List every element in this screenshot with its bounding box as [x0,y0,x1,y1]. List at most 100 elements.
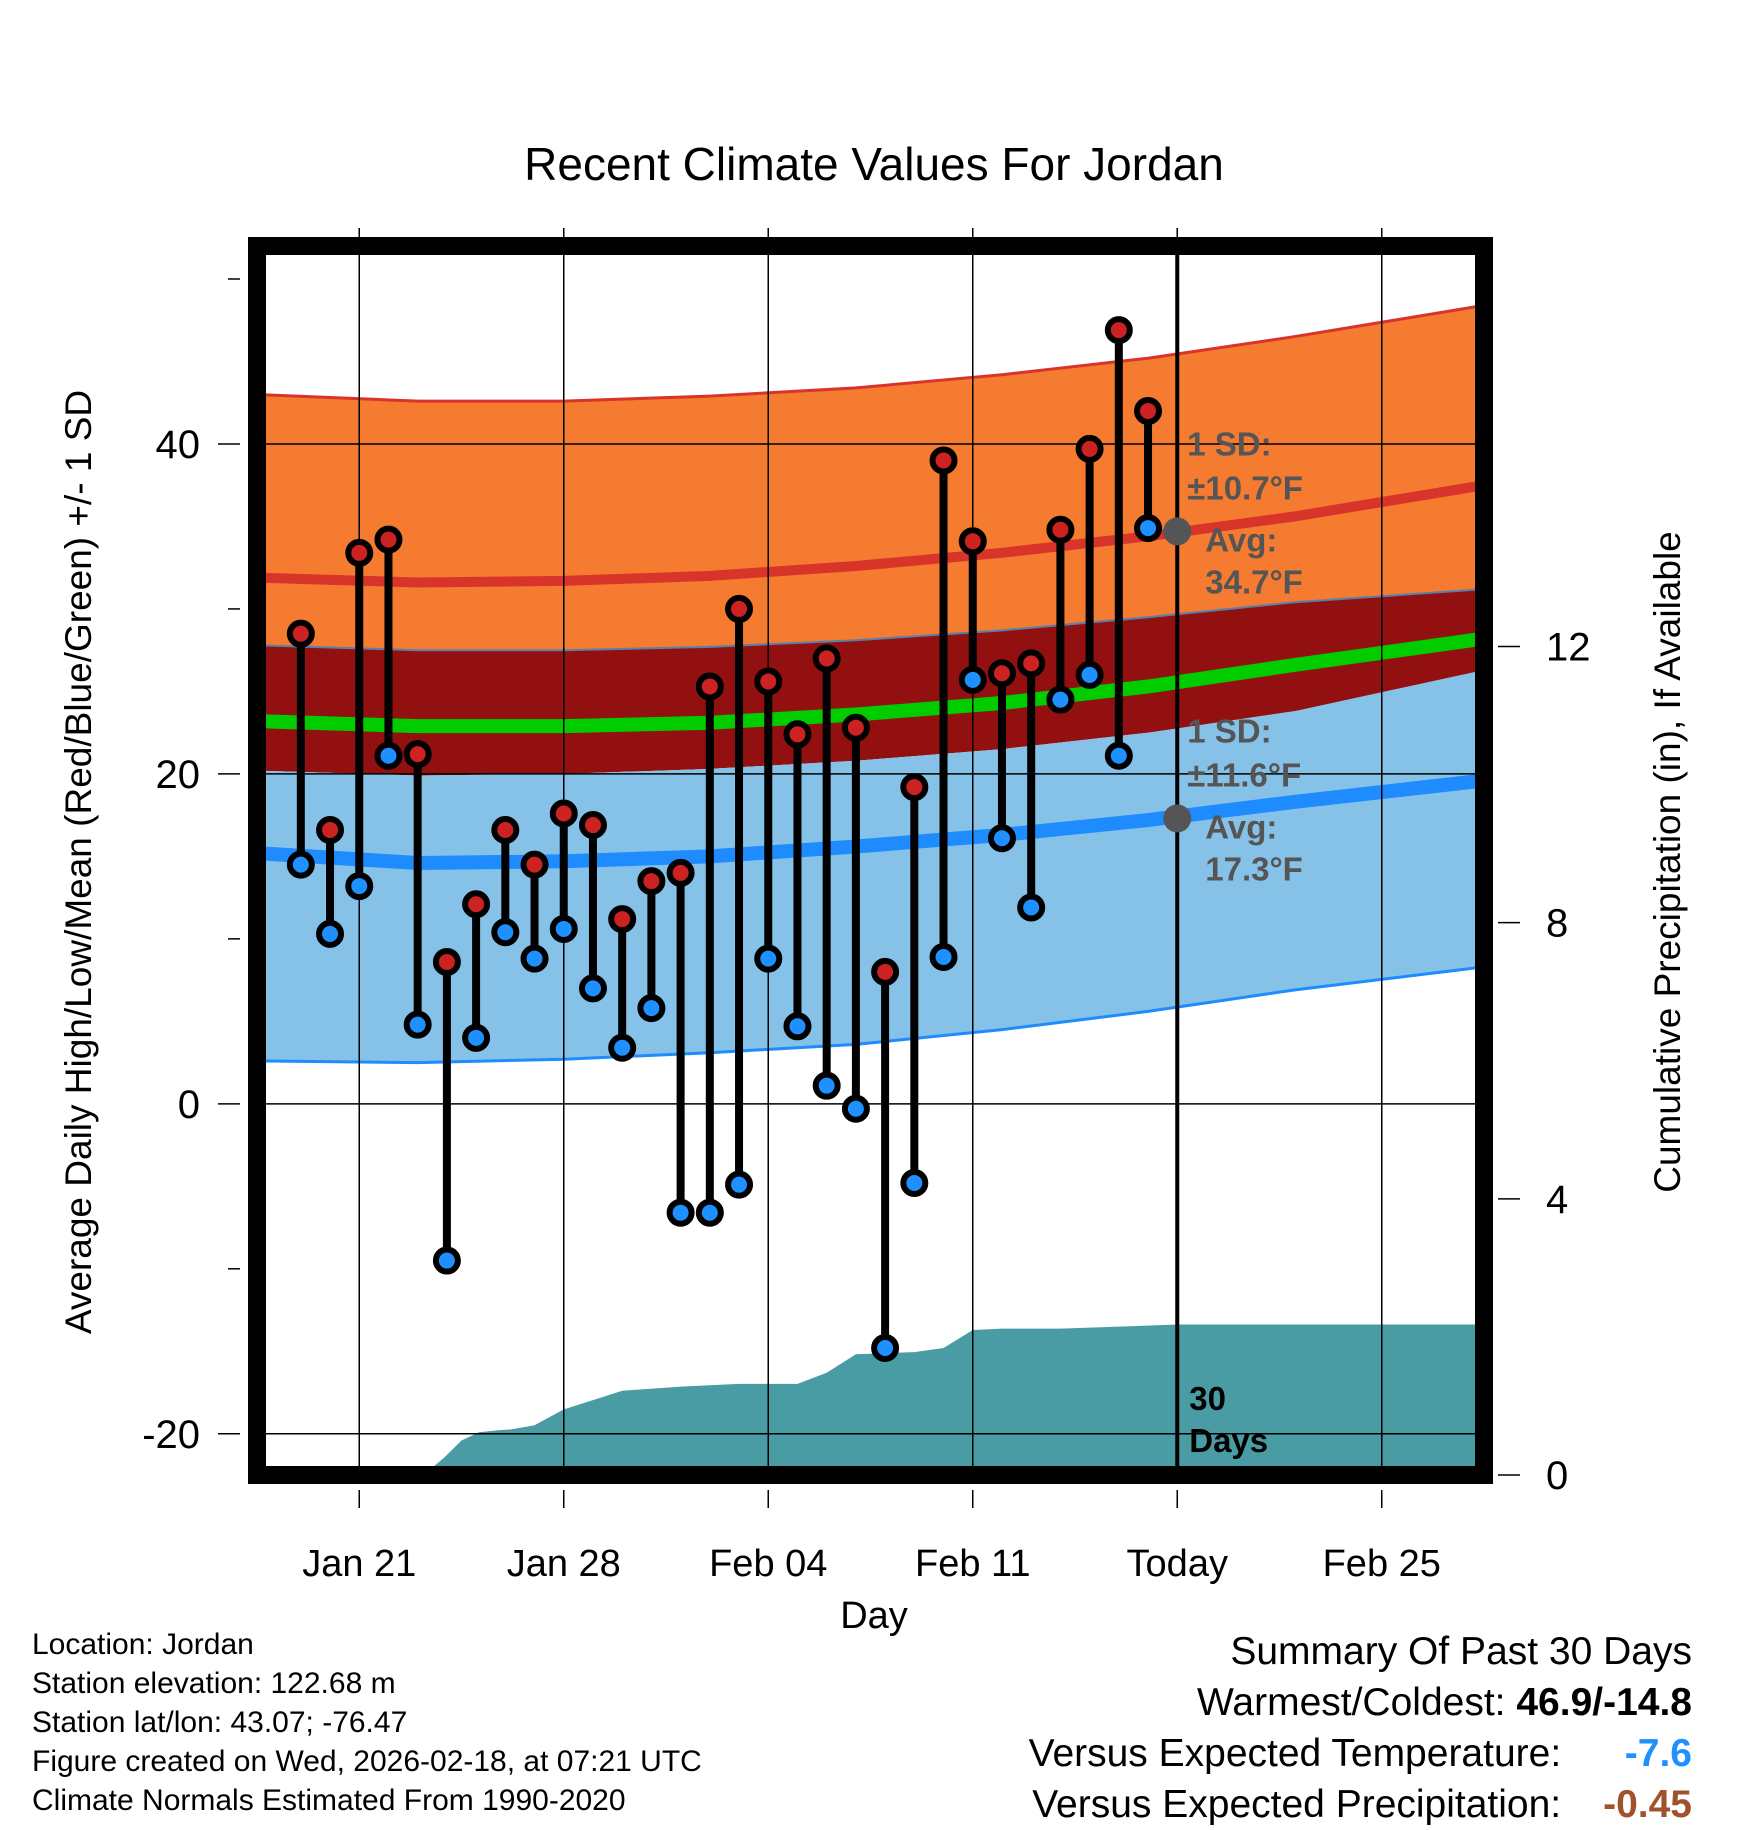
low-point [462,1023,491,1052]
low-point [637,994,666,1023]
y-tick-label: 0 [178,1083,200,1127]
x-tick-label: Jan 28 [507,1543,621,1585]
high-point [1046,515,1075,544]
station-info: Location: Jordan Station elevation: 122.… [32,1625,702,1820]
y-tick-label: 40 [156,423,201,467]
y2-axis-label: Cumulative Precipitation (in), If Availa… [1647,531,1688,1193]
high-sd-label: 1 SD: [1187,425,1271,462]
plot-frame [248,237,1493,1484]
x-tick-label: Jan 21 [302,1543,416,1585]
high-band-upper-edge [256,303,1485,403]
low-point [695,1198,724,1227]
low-point [608,1033,637,1062]
high-point [783,720,812,749]
high-point [987,659,1016,688]
low-avg-value: 17.3°F [1205,850,1303,887]
high-normal-line [256,480,1485,588]
high-point [1104,316,1133,345]
summary-block: Summary Of Past 30 Days Warmest/Coldest:… [1029,1626,1692,1830]
precipitation-area [257,1324,1484,1475]
high-point [900,773,929,802]
high-point [403,740,432,769]
high-point [286,619,315,648]
low-point [871,1333,900,1362]
period-days-word: Days [1189,1422,1268,1459]
y-axis-label: Average Daily High/Low/Mean (Red/Blue/Gr… [58,390,99,1334]
low-point [1134,514,1163,543]
low-point [1104,741,1133,770]
low-point [929,943,958,972]
low-point [666,1198,695,1227]
low-point [491,918,520,947]
low-point [783,1012,812,1041]
high-point [520,850,549,879]
high-avg-value: 34.7°F [1205,563,1303,600]
y2-tick-label: 0 [1546,1454,1568,1498]
low-point [549,914,578,943]
low-point [520,944,549,973]
high-point [958,527,987,556]
low-point [841,1094,870,1123]
y2-tick-label: 12 [1546,625,1591,669]
low-point [316,919,345,948]
low-point [754,944,783,973]
warmest-label: Warmest/Coldest: [1197,1681,1506,1724]
warmest-value: 46.9/-14.8 [1516,1681,1692,1724]
high-point [725,594,754,623]
x-tick-label: Today [1127,1543,1228,1585]
high-point [432,947,461,976]
high-point [462,890,491,919]
high-point [345,538,374,567]
high-point [1075,434,1104,463]
elevation-text: Station elevation: 122.68 m [32,1667,396,1700]
x-tick-label: Feb 25 [1323,1543,1441,1585]
high-point [929,446,958,475]
period-days-label: 30 [1189,1380,1226,1417]
x-axis-label: Day [840,1595,908,1637]
mean-band-upper-edge [256,588,1485,652]
temp-value: -7.6 [1624,1732,1692,1775]
high-point [374,525,403,554]
high-point [666,858,695,887]
x-tick-label: Feb 11 [915,1543,1030,1585]
normals-text: Climate Normals Estimated From 1990-2020 [32,1784,626,1817]
high-sd-value: ±10.7°F [1187,469,1303,506]
y-tick-label: 20 [156,753,201,797]
summary-title: Summary Of Past 30 Days [1230,1630,1692,1673]
low-point [1046,685,1075,714]
low-point [812,1071,841,1100]
low-sd-label: 1 SD: [1187,712,1271,749]
precip-label: Versus Expected Precipitation: [1032,1783,1562,1826]
low-point [900,1169,929,1198]
high-point [608,905,637,934]
high-point [841,713,870,742]
high-avg-label: Avg: [1205,521,1277,558]
y-tick-label: -20 [142,1413,200,1457]
low-point [432,1246,461,1275]
x-tick-label: Feb 04 [709,1543,827,1585]
low-point [987,824,1016,853]
y2-tick-label: 8 [1546,902,1568,946]
low-point [403,1010,432,1039]
high-point [637,867,666,896]
high-point [812,644,841,673]
low-point [578,974,607,1003]
low-point [345,872,374,901]
high-point [1017,649,1046,678]
temp-label: Versus Expected Temperature: [1028,1732,1562,1775]
location-text: Location: Jordan [32,1628,254,1661]
low-point [286,850,315,879]
low-avg-marker [1163,804,1192,833]
summary-temp-row: Versus Expected Temperature: -7.6 [1029,1728,1692,1779]
chart-title: Recent Climate Values For Jordan [524,138,1224,190]
created-text: Figure created on Wed, 2026-02-18, at 07… [32,1745,702,1778]
high-point [549,799,578,828]
high-point [578,811,607,840]
summary-warmest-row: Warmest/Coldest: 46.9/-14.8 [1029,1677,1692,1728]
y2-tick-label: 4 [1546,1178,1568,1222]
low-point [725,1170,754,1199]
low-point [1075,660,1104,689]
low-point [1017,893,1046,922]
high-point [316,815,345,844]
